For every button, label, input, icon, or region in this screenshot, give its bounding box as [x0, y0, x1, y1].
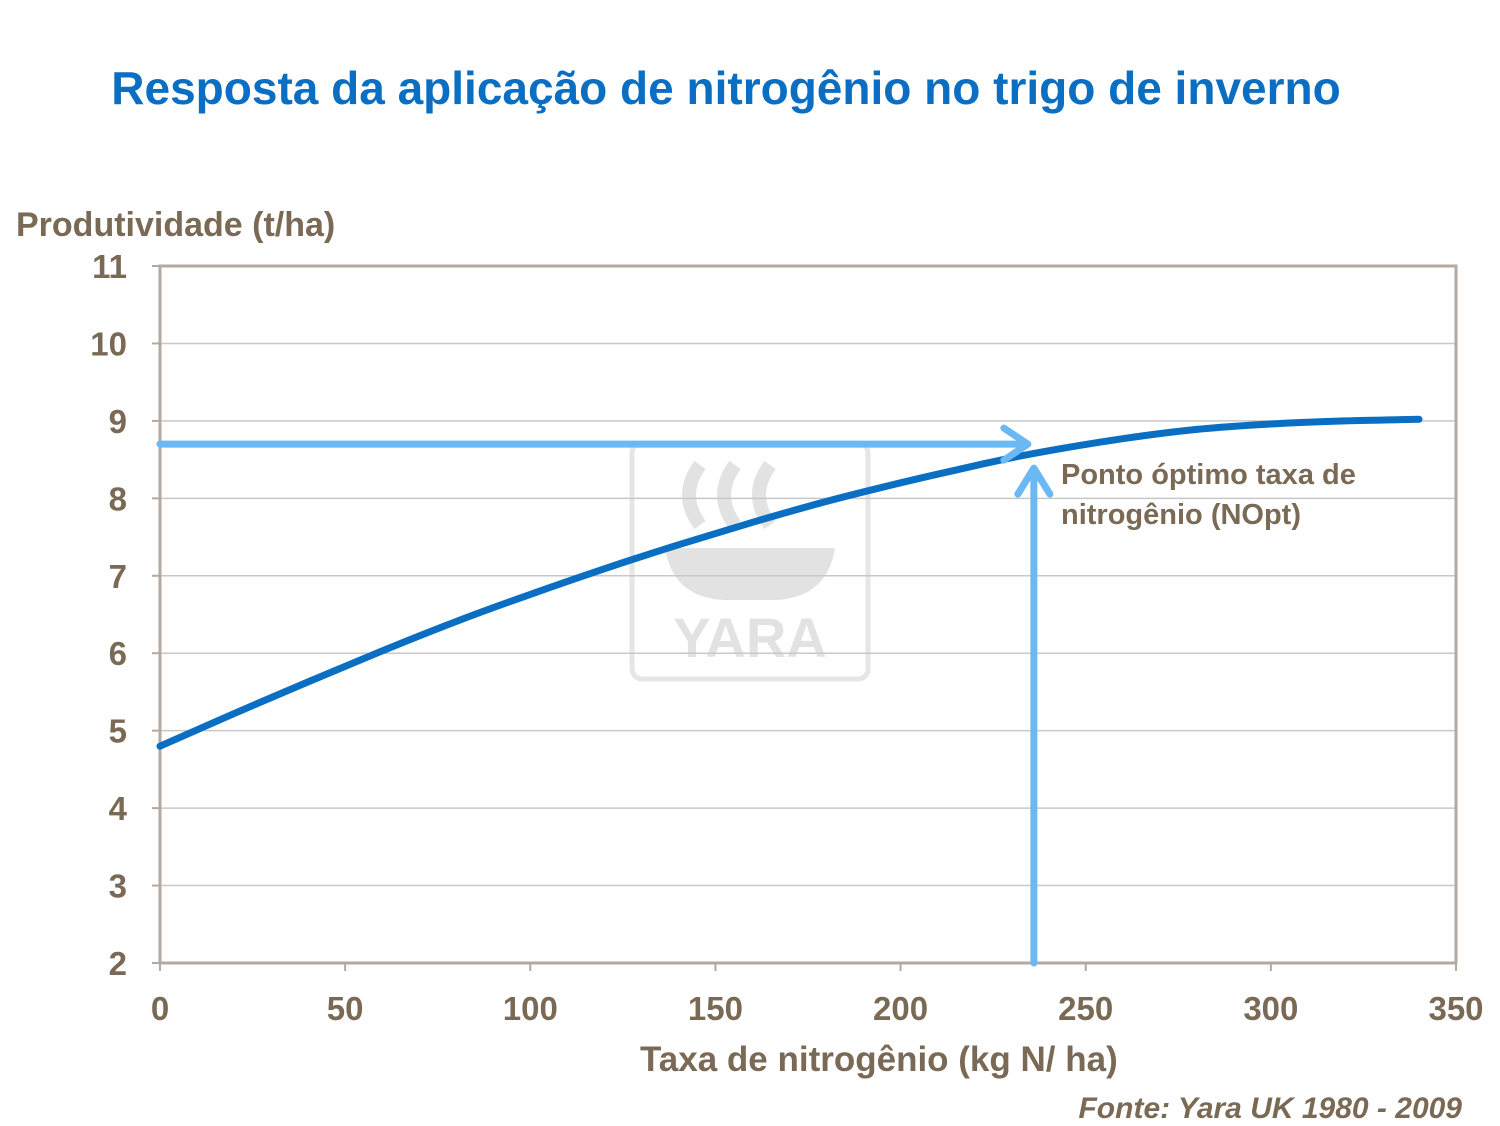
watermark-text: YARA	[673, 606, 827, 669]
y-tick-label: 4	[109, 790, 128, 827]
x-tick-label: 300	[1243, 990, 1298, 1027]
y-tick-label: 8	[109, 480, 127, 517]
horizontal-arrow-head-icon	[1000, 424, 1032, 464]
y-tick-label: 6	[109, 635, 127, 672]
watermark-sail-icon	[682, 460, 776, 530]
y-tick-label: 11	[92, 248, 127, 285]
y-tick-label: 5	[109, 713, 127, 750]
x-axis-label: Taxa de nitrogênio (kg N/ ha)	[640, 1040, 1118, 1079]
watermark-ship-icon	[665, 548, 835, 600]
y-tick-label: 10	[90, 325, 127, 362]
optimum-annotation: Ponto óptimo taxa de nitrogênio (NOpt)	[1061, 459, 1356, 531]
source-note: Fonte: Yara UK 1980 - 2009	[1078, 1092, 1462, 1125]
optimum-arrows	[156, 424, 1054, 967]
y-tick-label: 3	[109, 868, 127, 905]
x-tick-label: 100	[503, 990, 558, 1027]
x-tick-label: 150	[688, 990, 743, 1027]
x-tick-label: 50	[327, 990, 364, 1027]
yara-logo-watermark: YARA	[629, 440, 871, 682]
x-tick-label: 0	[151, 990, 169, 1027]
vertical-arrow-head-icon	[1014, 464, 1054, 498]
y-axis-label: Produtividade (t/ha)	[16, 206, 336, 244]
x-axis-ticks: 0 50 100 150 200 250 300 350	[151, 963, 1484, 1027]
y-tick-label: 7	[109, 558, 127, 595]
plot-area-frame	[158, 264, 1458, 965]
chart-title: Resposta da aplicação de nitrogênio no t…	[111, 62, 1341, 114]
yield-response-curve	[156, 415, 1423, 750]
x-tick-label: 250	[1058, 990, 1113, 1027]
x-tick-label: 200	[873, 990, 928, 1027]
x-tick-label: 350	[1428, 990, 1483, 1027]
y-tick-label: 9	[109, 403, 127, 440]
y-tick-label: 2	[109, 945, 127, 982]
y-axis-ticks: 2 3 4 5 6 7 8 9 10 11	[90, 248, 160, 982]
